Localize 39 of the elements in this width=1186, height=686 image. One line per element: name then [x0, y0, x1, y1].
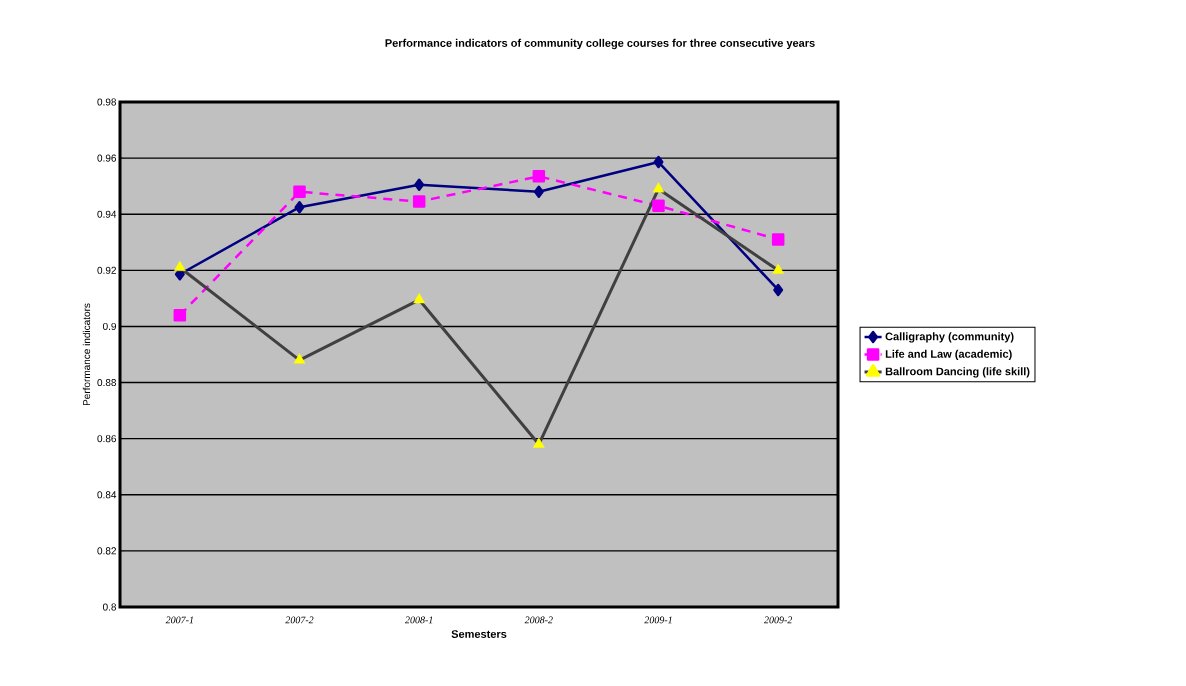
y-tick-label: 0.94 [97, 210, 117, 218]
y-tick-label: 0.82 [97, 547, 116, 555]
legend-label: Calligraphy (community) [885, 332, 1014, 343]
y-tick-label: 0.8 [102, 603, 117, 611]
y-tick-label: 0.98 [97, 98, 117, 106]
point [652, 182, 665, 193]
point [294, 200, 305, 214]
x-tick-label: 2008-2 [524, 616, 553, 624]
point [293, 353, 306, 364]
y-tick-label: 0.9 [102, 322, 117, 330]
point [652, 199, 665, 213]
point [533, 437, 545, 448]
point [293, 185, 306, 199]
point [772, 263, 784, 274]
point [771, 233, 785, 246]
y-tick-label: 0.86 [97, 435, 117, 443]
point [173, 308, 187, 322]
point [532, 170, 546, 183]
point [174, 260, 186, 271]
x-tick-label: 2009-2 [764, 616, 793, 624]
y-tick-label: 0.96 [97, 154, 117, 162]
point [533, 185, 544, 199]
x-tick-label: 2007-2 [285, 616, 314, 624]
y-axis-title: Performance indicators [82, 303, 91, 406]
legend-label: Ballroom Dancing (life skill) [885, 367, 1030, 378]
point [773, 283, 784, 297]
y-tick-label: 0.92 [97, 266, 116, 274]
y-tick-label: 0.88 [97, 379, 117, 387]
point [413, 293, 425, 304]
legend-label: Life and Law (academic) [885, 349, 1012, 361]
chart-title: Performance indicators of community college courses for three consecutive years [385, 38, 815, 50]
point [412, 195, 426, 208]
x-axis-title: Semesters [451, 630, 507, 638]
x-tick-label: 2009-1 [644, 616, 672, 624]
x-tick-label: 2008-1 [405, 616, 433, 624]
point [414, 178, 425, 192]
x-tick-label: 2007-1 [165, 616, 193, 624]
point [653, 155, 664, 169]
y-tick-label: 0.84 [97, 491, 117, 499]
